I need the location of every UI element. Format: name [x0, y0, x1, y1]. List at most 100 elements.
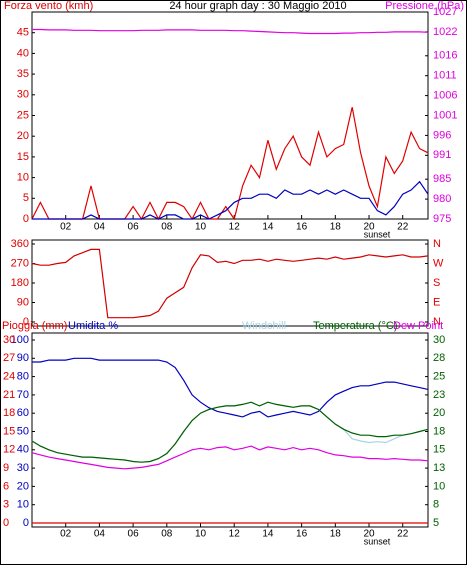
legend-label: Dew Point: [393, 320, 443, 332]
y-tick-label: 0: [23, 316, 29, 328]
x-tick-label: 20: [363, 222, 375, 233]
y-tick-label: 45: [17, 27, 29, 39]
y-tick-label: 270: [11, 257, 29, 269]
y-tick-label: 10: [17, 172, 29, 184]
y-tick-label: 80: [17, 371, 29, 383]
y-tick-label: 27: [3, 352, 15, 364]
y-tick-label: 0: [3, 517, 9, 529]
y2-tick-label: 1001: [433, 109, 457, 121]
y2-tick-label: 18: [433, 425, 445, 437]
legend-label: Windchill: [242, 320, 286, 332]
x-tick-label: 14: [262, 222, 274, 233]
y-tick-label: 60: [17, 407, 29, 419]
wind-axis-label: Forza vento (kmh): [4, 0, 93, 12]
y-tick-label: 40: [17, 444, 29, 456]
y2-tick-label: 15: [433, 444, 445, 456]
y-tick-label: 180: [11, 277, 29, 289]
y-tick-label: 15: [3, 425, 15, 437]
x-tick-label: 04: [94, 529, 106, 540]
y2-tick-label: 996: [433, 129, 451, 141]
y-tick-label: 6: [3, 480, 9, 492]
y2-tick-label: 10: [433, 480, 445, 492]
x-tick-label: 20: [363, 529, 375, 540]
x-tick-label: 12: [229, 529, 241, 540]
y2-tick-label: 20: [433, 407, 445, 419]
x-tick-label: 16: [296, 222, 308, 233]
y-tick-label: 18: [3, 407, 15, 419]
y-tick-label: 30: [17, 462, 29, 474]
y2-tick-label: W: [433, 257, 444, 269]
y-tick-label: 0: [23, 517, 29, 529]
x-tick-label: 08: [161, 222, 173, 233]
y2-tick-label: 1011: [433, 70, 457, 82]
y-tick-label: 70: [17, 389, 29, 401]
series-line: [32, 28, 429, 35]
y2-tick-label: 8: [433, 499, 439, 511]
x-tick-label: 16: [296, 529, 308, 540]
y2-tick-label: 25: [433, 371, 445, 383]
x-tick-label: 12: [229, 222, 241, 233]
series-line: [31, 401, 429, 463]
x-tick-label: 18: [330, 222, 342, 233]
series-line: [31, 248, 429, 319]
plot-frame: [31, 332, 429, 528]
legend-label: Umidita %: [68, 320, 118, 332]
y-tick-label: 35: [17, 68, 29, 80]
y2-tick-label: 980: [433, 193, 451, 205]
y-tick-label: 5: [23, 192, 29, 204]
y-tick-label: 21: [3, 389, 15, 401]
y2-tick-label: 28: [433, 352, 445, 364]
y-tick-label: 30: [17, 89, 29, 101]
x-tick-label: 08: [161, 529, 173, 540]
x-tick-label: 22: [397, 529, 409, 540]
y-tick-label: 20: [17, 480, 29, 492]
y2-tick-label: 1027: [433, 6, 457, 18]
y-tick-label: 10: [17, 499, 29, 511]
x-tick-label: 10: [195, 529, 207, 540]
y2-tick-label: 5: [433, 517, 439, 529]
y-tick-label: 12: [3, 444, 15, 456]
y2-tick-label: 985: [433, 173, 451, 185]
y2-tick-label: 1006: [433, 90, 457, 102]
series-line: [31, 445, 429, 470]
y-tick-label: 15: [17, 151, 29, 163]
x-tick-label: 06: [128, 529, 140, 540]
x-tick-label: 06: [128, 222, 140, 233]
legend-label: Temperatura (°C): [313, 320, 397, 332]
y-tick-label: 360: [11, 238, 29, 250]
y-tick-label: 25: [17, 109, 29, 121]
sunset-label: sunset: [364, 536, 391, 546]
y-tick-label: 100: [11, 334, 29, 346]
x-tick-label: 04: [94, 222, 106, 233]
series-line: [32, 357, 429, 418]
x-tick-label: 10: [195, 222, 207, 233]
y-tick-label: 90: [17, 352, 29, 364]
x-tick-label: 18: [330, 529, 342, 540]
y-tick-label: 3: [3, 499, 9, 511]
y-tick-label: 9: [3, 462, 9, 474]
y2-tick-label: 13: [433, 462, 445, 474]
y-tick-label: 24: [3, 371, 15, 383]
y2-tick-label: 1016: [433, 50, 457, 62]
y2-tick-label: E: [433, 296, 440, 308]
legend-label: Pioggia (mm): [2, 320, 67, 332]
y-tick-label: 40: [17, 47, 29, 59]
x-tick-label: 02: [60, 529, 72, 540]
pressure-axis-label: Pressione (hPa): [385, 0, 464, 12]
chart-title: 24 hour graph day : 30 Maggio 2010: [169, 0, 346, 12]
x-tick-label: 02: [60, 222, 72, 233]
y-tick-label: 90: [17, 296, 29, 308]
y2-tick-label: 975: [433, 213, 451, 225]
y2-tick-label: 991: [433, 149, 451, 161]
y2-tick-label: 23: [433, 389, 445, 401]
y-tick-label: 30: [3, 334, 15, 346]
series-line: [31, 107, 429, 221]
y-tick-label: 0: [23, 213, 29, 225]
y-tick-label: 50: [17, 425, 29, 437]
sunset-label: sunset: [364, 229, 391, 239]
y2-tick-label: 30: [433, 334, 445, 346]
x-tick-label: 14: [262, 529, 274, 540]
y2-tick-label: N: [433, 316, 441, 328]
